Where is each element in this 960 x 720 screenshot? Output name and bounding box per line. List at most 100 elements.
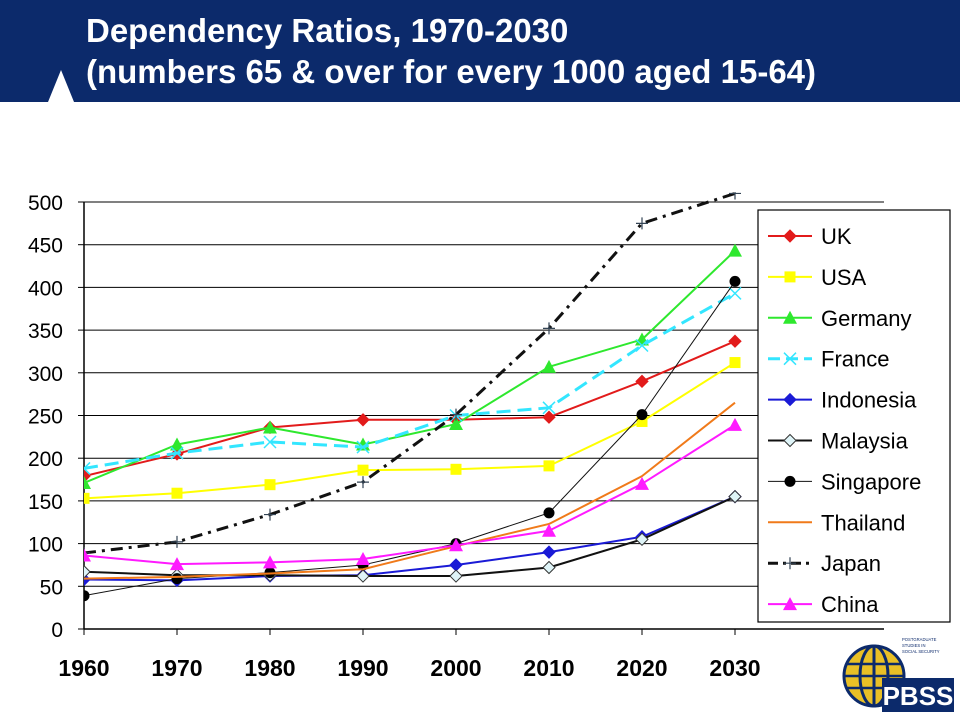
series-france xyxy=(84,286,742,475)
y-tick-label: 450 xyxy=(28,235,63,258)
series-line-thailand xyxy=(84,401,736,580)
legend-item-usa: USA xyxy=(768,265,867,290)
series-line-france xyxy=(84,292,736,470)
plot-area xyxy=(84,192,742,602)
data-point-malaysia xyxy=(542,560,556,575)
legend-item-malaysia: Malaysia xyxy=(768,429,909,454)
x-tick-label: 1970 xyxy=(151,655,202,681)
data-point-china xyxy=(170,557,184,571)
legend-marker xyxy=(783,597,797,611)
data-point-usa xyxy=(357,464,369,476)
data-point-japan xyxy=(543,322,555,335)
data-point-china xyxy=(356,551,370,565)
series-malaysia xyxy=(84,489,742,583)
legend-label: Indonesia xyxy=(821,388,917,413)
data-point-france xyxy=(635,338,649,353)
data-point-germany xyxy=(84,475,91,489)
legend-label: Japan xyxy=(821,551,881,576)
x-tick-label: 1960 xyxy=(58,655,109,681)
data-point-china xyxy=(449,538,463,552)
legend-label: France xyxy=(821,347,889,372)
data-point-malaysia xyxy=(635,532,649,547)
logo-tagline-3: SOCIAL SECURITY xyxy=(902,649,940,654)
series-line-china xyxy=(84,424,736,566)
data-point-japan xyxy=(450,408,462,421)
data-point-japan xyxy=(171,535,183,548)
y-tick-label: 400 xyxy=(28,277,63,300)
data-point-germany xyxy=(170,437,184,451)
data-point-france xyxy=(728,286,742,300)
data-point-usa xyxy=(450,463,462,475)
data-point-china xyxy=(635,476,649,490)
legend-label: UK xyxy=(821,224,852,249)
series-uk xyxy=(84,334,742,483)
legend-label: China xyxy=(821,592,879,617)
data-point-usa xyxy=(729,357,741,369)
data-point-china xyxy=(263,555,277,569)
data-point-germany xyxy=(728,243,742,257)
y-tick-label: 250 xyxy=(28,406,63,429)
legend-label: Singapore xyxy=(821,469,921,494)
data-point-france xyxy=(170,446,184,460)
y-tick-label: 200 xyxy=(28,448,63,471)
y-tick-label: 50 xyxy=(40,576,63,599)
data-point-uk xyxy=(356,413,370,427)
logo-text: PBSS xyxy=(883,681,954,711)
legend-marker xyxy=(784,475,796,487)
legend-marker xyxy=(784,271,796,283)
y-tick-label: 150 xyxy=(28,491,63,514)
x-tick-label: 2000 xyxy=(430,655,481,681)
data-point-usa xyxy=(636,415,648,427)
legend-marker xyxy=(783,392,797,407)
data-point-japan xyxy=(84,546,90,559)
data-point-malaysia xyxy=(728,489,742,504)
y-tick-label: 100 xyxy=(28,534,63,557)
legend: UK USA Germany France Indonesia Malaysia Singa… xyxy=(757,209,951,623)
data-point-china xyxy=(728,417,742,431)
legend-marker xyxy=(783,310,797,324)
x-tick-label: 2030 xyxy=(709,655,760,681)
data-point-france xyxy=(542,401,556,415)
legend-label: USA xyxy=(821,265,867,290)
data-point-indonesia xyxy=(542,545,556,559)
series-usa xyxy=(84,357,741,504)
pbss-logo: POSTGRADUATE STUDIES IN SOCIAL SECURITY … xyxy=(842,637,954,712)
series-japan xyxy=(84,192,741,559)
data-point-japan xyxy=(264,508,276,521)
data-point-japan xyxy=(357,476,369,489)
data-point-singapore xyxy=(84,590,90,602)
legend-item-france: France xyxy=(768,347,889,372)
data-point-uk xyxy=(635,374,649,389)
data-point-germany xyxy=(542,359,556,373)
title-line-2: (numbers 65 & over for every 1000 aged 1… xyxy=(86,53,817,90)
legend-label: Thailand xyxy=(821,510,905,535)
data-point-singapore xyxy=(636,409,648,421)
legend-item-germany: Germany xyxy=(768,306,911,331)
series-line-indonesia xyxy=(84,495,736,582)
data-point-japan xyxy=(729,192,741,200)
x-tick-label: 2020 xyxy=(616,655,667,681)
data-point-germany xyxy=(263,420,277,434)
logo-tagline-2: STUDIES IN xyxy=(902,643,926,648)
legend-item-japan: Japan xyxy=(768,551,881,576)
series-line-usa xyxy=(84,361,736,500)
data-point-malaysia xyxy=(356,569,370,583)
legend-marker xyxy=(783,433,797,448)
series-line-malaysia xyxy=(84,495,736,578)
data-point-malaysia xyxy=(84,565,91,579)
data-point-france xyxy=(356,440,370,454)
data-point-usa xyxy=(84,492,90,504)
series-line-japan xyxy=(84,192,736,555)
title-banner: Dependency Ratios, 1970-2030 (numbers 65… xyxy=(0,0,960,102)
legend-label: Malaysia xyxy=(821,429,909,454)
data-point-usa xyxy=(543,460,555,472)
series-thailand xyxy=(84,401,736,580)
title-line-1: Dependency Ratios, 1970-2030 xyxy=(86,12,569,49)
series-line-uk xyxy=(84,340,736,478)
logo-tagline-1: POSTGRADUATE xyxy=(902,637,937,642)
data-point-indonesia xyxy=(449,558,463,572)
legend-marker xyxy=(783,352,797,366)
data-point-singapore xyxy=(729,275,741,287)
data-point-uk xyxy=(728,334,742,348)
data-point-france xyxy=(84,461,91,475)
